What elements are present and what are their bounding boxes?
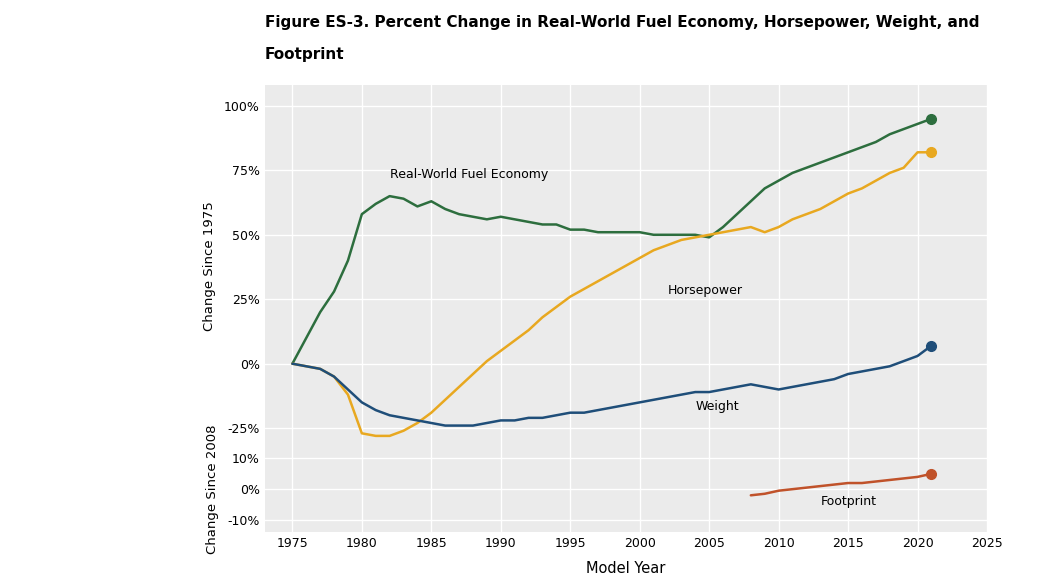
Y-axis label: Change Since 2008: Change Since 2008 (206, 425, 219, 554)
Y-axis label: Change Since 1975: Change Since 1975 (203, 201, 215, 330)
Text: Footprint: Footprint (820, 495, 877, 507)
Text: Horsepower: Horsepower (668, 284, 742, 297)
Text: Figure ES-3. Percent Change in Real-World Fuel Economy, Horsepower, Weight, and: Figure ES-3. Percent Change in Real-Worl… (265, 15, 979, 30)
Text: Weight: Weight (695, 400, 739, 413)
Text: Footprint: Footprint (265, 47, 344, 62)
Text: Real-World Fuel Economy: Real-World Fuel Economy (390, 168, 548, 181)
X-axis label: Model Year: Model Year (586, 561, 666, 576)
